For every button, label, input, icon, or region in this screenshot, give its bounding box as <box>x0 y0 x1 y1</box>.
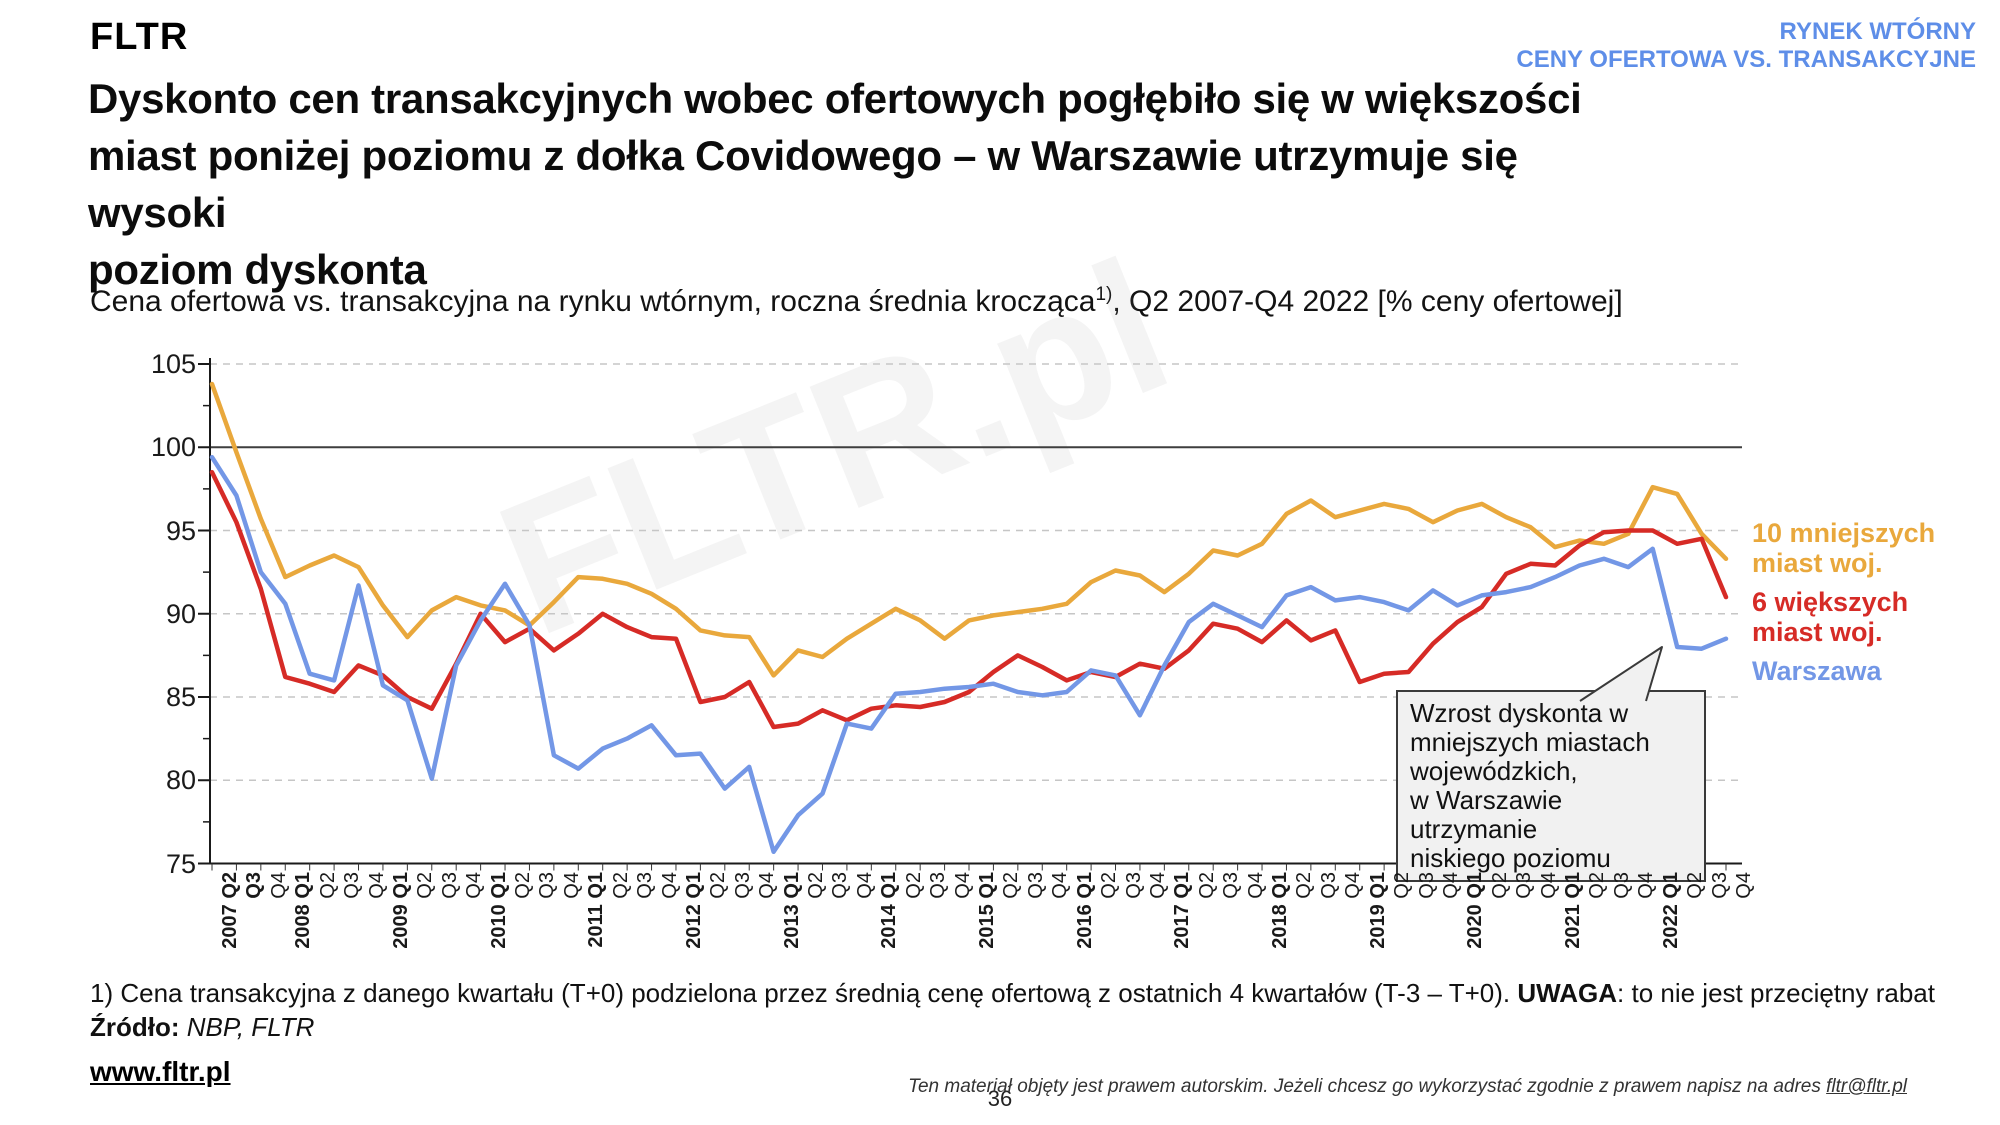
footnote-emphasis: UWAGA <box>1517 978 1618 1008</box>
x-axis-label: Q3 <box>731 872 754 899</box>
x-axis-label: Q2 <box>1391 872 1414 899</box>
x-axis-label: Q3 <box>1220 872 1243 899</box>
copyright-line: Ten materiał objęty jest prawem autorski… <box>908 1076 1907 1098</box>
x-axis-label: Q2 <box>707 872 730 899</box>
x-axis-label: 2014 Q1 <box>878 872 901 949</box>
x-axis-label: Q3 <box>927 872 950 899</box>
x-axis-label: Q2 <box>805 872 828 899</box>
x-axis-label: Q3 <box>1415 872 1438 899</box>
subtitle-text: Cena ofertowa vs. transakcyjna na rynku … <box>90 285 1096 318</box>
x-axis-label: 2011 Q1 <box>585 872 608 948</box>
x-axis-label: 2010 Q1 <box>487 872 510 949</box>
x-axis-label: Q4 <box>1537 872 1560 899</box>
x-axis-label: 2009 Q1 <box>389 872 412 949</box>
x-axis-label: Q4 <box>951 872 974 899</box>
source-value: NBP, FLTR <box>179 1012 315 1042</box>
x-axis-label: 2021 Q1 <box>1562 872 1585 949</box>
fltr-logo: FLTR <box>90 16 189 58</box>
footnote-suffix: : to nie jest przeciętny rabat <box>1617 978 1935 1008</box>
copyright-text: Ten materiał objęty jest prawem autorski… <box>908 1076 1827 1097</box>
y-axis-label: 95 <box>165 515 196 546</box>
subtitle-range: , Q2 2007-Q4 2022 [% ceny ofertowej] <box>1112 285 1623 318</box>
tagline-line-2: CENY OFERTOWA VS. TRANSAKCYJNE <box>1516 46 1976 73</box>
x-axis-label: Q3 <box>1610 872 1633 899</box>
y-axis-label: 75 <box>165 848 196 879</box>
x-axis-label: Q4 <box>560 872 583 899</box>
x-axis-label: Q4 <box>1146 872 1169 899</box>
y-axis-label: 85 <box>165 682 196 712</box>
x-axis-label: Q3 <box>1024 872 1047 899</box>
chart-legend: 10 mniejszych miast woj. 6 większych mia… <box>1752 518 1935 695</box>
x-axis-label: Q4 <box>658 872 681 899</box>
x-axis-label: Q3 <box>634 872 657 899</box>
footnote-text: 1) Cena transakcyjna z danego kwartału (… <box>90 978 1518 1008</box>
x-axis-label: Q3 <box>341 872 364 899</box>
y-axis-label: 100 <box>150 432 196 463</box>
x-axis-label: Q4 <box>365 872 388 899</box>
x-axis-label: Q4 <box>267 872 290 899</box>
x-axis-label: Q4 <box>853 872 876 899</box>
x-axis-label: 2015 Q1 <box>976 872 998 949</box>
x-axis-label: Q2 <box>512 872 535 899</box>
source-label: Źródło: <box>90 1012 180 1042</box>
legend-item-10-mniejszych: 10 mniejszych miast woj. <box>1752 518 1936 578</box>
website-link[interactable]: www.fltr.pl <box>90 1056 231 1087</box>
legend-item-6-wiekszych: 6 większych miast woj. <box>1752 587 1909 647</box>
x-axis-label: Q2 <box>1098 872 1121 899</box>
x-axis-label: Q3 <box>1122 872 1145 899</box>
x-axis-label: Q4 <box>1342 872 1365 899</box>
x-axis-label: Q2 <box>1195 872 1218 899</box>
x-axis-label: Q2 <box>1293 872 1316 899</box>
x-axis-label: Q2 <box>1488 872 1511 899</box>
x-axis-label: 2016 Q1 <box>1073 872 1096 949</box>
x-axis-label: 2012 Q1 <box>682 872 705 949</box>
x-axis-label: Q4 <box>1733 872 1755 899</box>
y-axis-label: 90 <box>165 598 196 629</box>
x-axis-label: Q4 <box>463 872 486 899</box>
x-axis-label: Q2 <box>609 872 632 899</box>
page-title: Dyskonto cen transakcyjnych wobec oferto… <box>88 75 1582 293</box>
x-axis-label: Q4 <box>1049 872 1072 899</box>
source-line: Źródło: NBP, FLTR <box>90 1012 314 1043</box>
chart-subtitle: Cena ofertowa vs. transakcyjna na rynku … <box>90 284 1623 319</box>
x-axis-label: 2018 Q1 <box>1269 872 1292 949</box>
x-axis-label: Q3 <box>536 872 559 899</box>
x-axis-label: Q2 <box>1684 872 1707 899</box>
x-axis-label: Q2 <box>1000 872 1023 899</box>
x-axis-label: Q4 <box>1635 872 1658 899</box>
subtitle-footnote-marker: 1) <box>1095 284 1113 305</box>
copyright-email-link[interactable]: fltr@fltr.pl <box>1826 1076 1907 1097</box>
x-axis-label: 2022 Q1 <box>1659 872 1682 949</box>
x-axis-label: Q4 <box>756 872 779 899</box>
x-axis-label: 2013 Q1 <box>780 872 803 949</box>
x-axis-label: Q2 <box>902 872 925 899</box>
x-axis-label: Q3 <box>243 872 266 899</box>
x-axis-label: Q2 <box>414 872 437 899</box>
x-axis-label: Q4 <box>1244 872 1267 899</box>
page-number: 36 <box>987 1086 1013 1111</box>
x-axis-label: 2017 Q1 <box>1171 872 1194 949</box>
x-axis-label: 2007 Q2 <box>219 872 241 949</box>
x-axis-label: Q2 <box>1586 872 1609 899</box>
x-axis-label: 2008 Q1 <box>292 872 315 949</box>
x-axis-label: Q4 <box>1439 872 1462 899</box>
x-axis-label: Q3 <box>1708 872 1731 899</box>
legend-item-warszawa: Warszawa <box>1752 656 1882 686</box>
x-axis-label: Q3 <box>1317 872 1340 899</box>
y-axis-label: 80 <box>165 765 196 796</box>
x-axis-label: Q3 <box>438 872 461 899</box>
x-axis-label: Q3 <box>1513 872 1536 899</box>
x-axis-label: 2020 Q1 <box>1464 872 1487 949</box>
annotation-callout: Wzrost dyskonta w mniejszych miastach wo… <box>1396 690 1706 882</box>
x-axis-label: Q3 <box>829 872 852 899</box>
y-axis-label: 105 <box>150 349 196 379</box>
footnote: 1) Cena transakcyjna z danego kwartału (… <box>90 978 1935 1009</box>
header-tagline: RYNEK WTÓRNY CENY OFERTOWA VS. TRANSAKCY… <box>1516 18 1976 74</box>
tagline-line-1: RYNEK WTÓRNY <box>1779 18 1976 45</box>
x-axis-label: 2019 Q1 <box>1366 872 1389 949</box>
x-axis-label: Q2 <box>316 872 339 899</box>
